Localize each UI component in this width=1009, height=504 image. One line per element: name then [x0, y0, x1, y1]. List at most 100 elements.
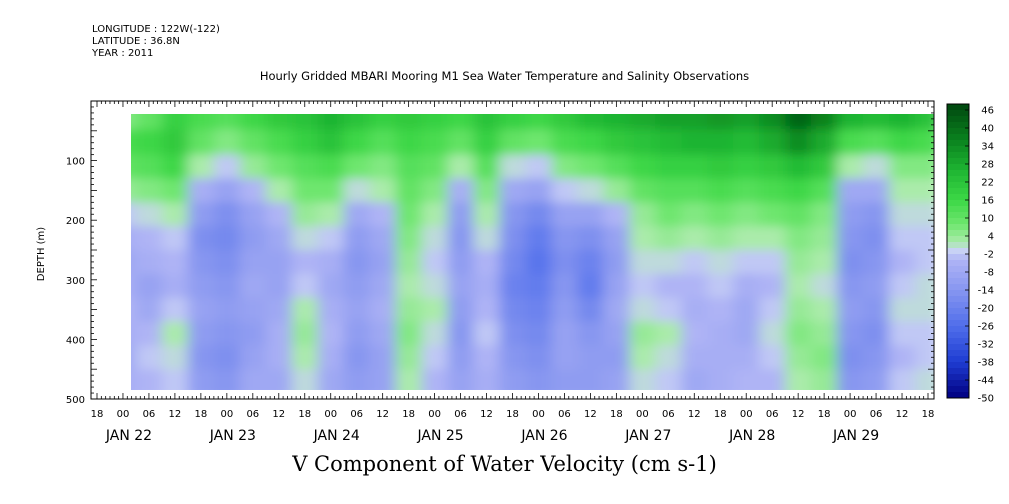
heatmap-cell [291, 321, 319, 346]
colorbar-tick-label: -20 [978, 304, 994, 315]
colorbar-segment [947, 206, 969, 213]
heatmap-cell [265, 154, 293, 179]
heatmap-cell [131, 297, 137, 322]
heatmap-cell [421, 178, 449, 203]
heatmap-cell [785, 345, 812, 370]
heatmap-cell [551, 178, 578, 203]
heatmap-cell [131, 369, 137, 390]
heatmap-cell [577, 226, 604, 251]
heatmap-cell [473, 250, 500, 275]
quantity-label: V Component of Water Velocity (cm s-1) [292, 452, 717, 476]
heatmap-cell [499, 321, 526, 346]
colorbar-segment [947, 218, 969, 225]
heatmap-cell [291, 345, 319, 370]
heatmap-cell [131, 250, 137, 275]
x-tick-label: 12 [376, 409, 389, 420]
colorbar-segment [947, 242, 969, 249]
heatmap-cell [629, 154, 656, 179]
heatmap-cell [136, 297, 163, 322]
heatmap-cell [681, 178, 708, 203]
heatmap-cell [551, 273, 578, 299]
colorbar-tick-label: 10 [981, 214, 994, 225]
heatmap-cell [161, 273, 189, 299]
heatmap-cell [551, 114, 578, 130]
heatmap-cell [291, 369, 319, 390]
heatmap-cell [499, 369, 526, 390]
heatmap-cell [421, 369, 449, 390]
colorbar-tick-label: 22 [981, 178, 994, 189]
heatmap-cell [577, 202, 604, 227]
heatmap-cell [369, 226, 397, 251]
heatmap-cell [473, 297, 500, 322]
heatmap-cell [265, 369, 293, 390]
heatmap-cell [395, 202, 423, 227]
colorbar-tick-label: -26 [978, 322, 994, 333]
heatmap-cell [915, 345, 934, 370]
heatmap-cell [733, 202, 760, 227]
heatmap-cell [343, 273, 371, 299]
metadata-block: LONGITUDE : 122W(-122) LATITUDE : 36.8N … [92, 24, 220, 60]
heatmap-cell [343, 202, 371, 227]
heatmap-cell [317, 273, 345, 299]
heatmap-cell [343, 250, 371, 275]
heatmap-cell [889, 321, 916, 346]
heatmap-cell [863, 178, 890, 203]
heatmap-cell [499, 250, 526, 275]
heatmap-cell [136, 129, 163, 156]
heatmap-cell [187, 178, 215, 203]
heatmap-cell [239, 369, 267, 390]
heatmap-cell [187, 202, 215, 227]
colorbar-segment [947, 302, 969, 309]
heatmap-cell [161, 114, 189, 130]
heatmap-cell [759, 154, 786, 179]
heatmap-cell [291, 154, 319, 179]
heatmap-cell [369, 297, 397, 322]
colorbar-segment [947, 194, 969, 201]
heatmap-cell [525, 321, 552, 346]
heatmap-cell [421, 129, 449, 156]
colorbar-segment [947, 272, 969, 279]
heatmap-cell [707, 202, 734, 227]
colorbar-segment [947, 134, 969, 141]
heatmap-cell [915, 202, 934, 227]
heatmap-cell [525, 273, 552, 299]
colorbar-segment [947, 152, 969, 159]
heatmap-cell [889, 345, 916, 370]
colorbar-segment [947, 338, 969, 345]
heatmap-cell [785, 250, 812, 275]
x-tick-label: 00 [532, 409, 545, 420]
heatmap-cell [837, 321, 864, 346]
heatmap-cell [499, 226, 526, 251]
heatmap-cell [811, 250, 838, 275]
heatmap [131, 114, 934, 390]
heatmap-cell [499, 114, 526, 130]
colorbar-segment [947, 266, 969, 273]
heatmap-cell [421, 250, 449, 275]
colorbar-segment [947, 326, 969, 333]
colorbar-segment [947, 176, 969, 183]
heatmap-cell [343, 114, 371, 130]
x-tick-label: 00 [117, 409, 130, 420]
heatmap-cell [421, 321, 449, 346]
heatmap-cell [161, 202, 189, 227]
heatmap-cell [421, 114, 449, 130]
heatmap-cell [551, 129, 578, 156]
colorbar-segment [947, 368, 969, 375]
heatmap-cell [161, 297, 189, 322]
colorbar-segment [947, 260, 969, 267]
colorbar-segment [947, 200, 969, 207]
heatmap-cell [525, 178, 552, 203]
heatmap-cell [603, 345, 630, 370]
heatmap-cell [915, 129, 934, 156]
heatmap-cell [239, 178, 267, 203]
heatmap-cell [239, 129, 267, 156]
colorbar-segment [947, 344, 969, 351]
heatmap-cell [889, 297, 916, 322]
y-axis-label: DEPTH (m) [36, 227, 47, 281]
heatmap-cell [785, 154, 812, 179]
heatmap-cell [369, 178, 397, 203]
heatmap-cell [837, 114, 864, 130]
heatmap-cell [733, 178, 760, 203]
date-label: JAN 28 [728, 428, 775, 444]
heatmap-cell [473, 154, 500, 179]
